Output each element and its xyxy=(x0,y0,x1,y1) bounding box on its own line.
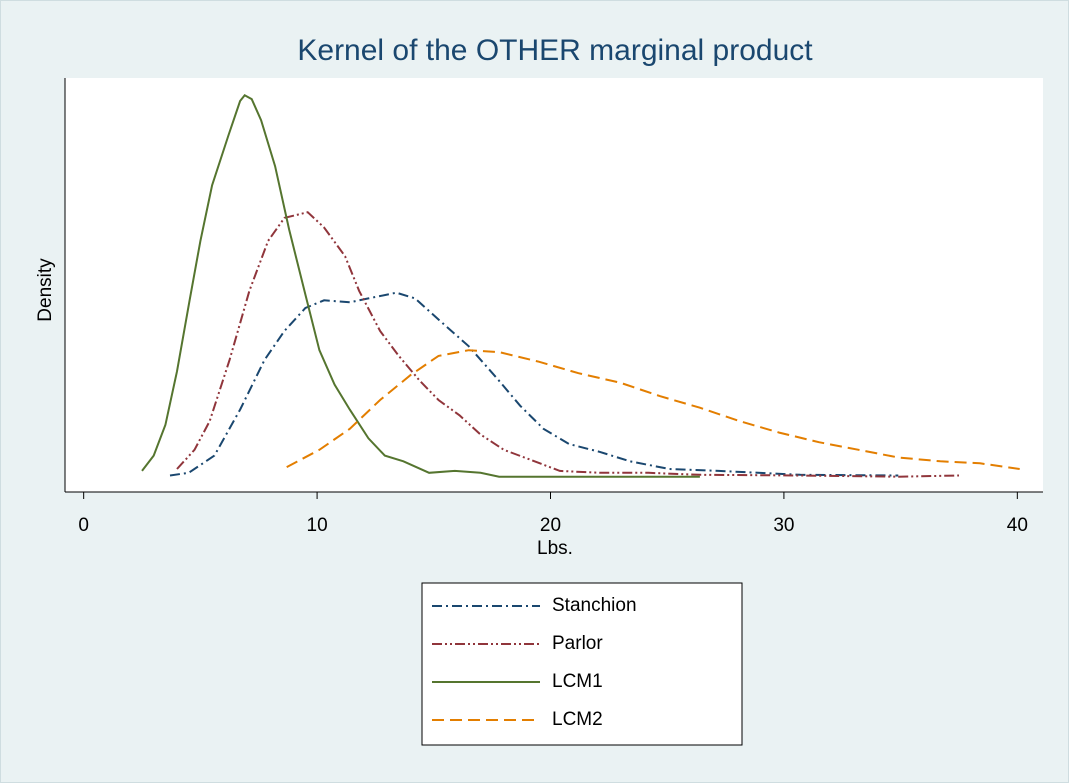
x-tick-label: 10 xyxy=(307,515,328,536)
line-series xyxy=(141,94,700,478)
line-series xyxy=(169,291,899,477)
plot-area xyxy=(65,78,1043,492)
legend-label: Parlor xyxy=(552,633,603,654)
x-tick-label: 40 xyxy=(1007,515,1028,536)
x-tick-label: 30 xyxy=(773,515,794,536)
line-series xyxy=(176,211,960,478)
legend-label: LCM2 xyxy=(552,709,603,730)
legend xyxy=(421,582,743,746)
y-axis-label: Density xyxy=(35,258,56,322)
chart-title: Kernel of the OTHER marginal product xyxy=(297,34,813,67)
legend-label: LCM1 xyxy=(552,671,603,692)
x-tick-label: 0 xyxy=(78,515,89,536)
legend-label: Stanchion xyxy=(552,595,637,616)
x-axis-label: Lbs. xyxy=(537,538,573,559)
line-series xyxy=(286,349,1020,470)
x-tick-label: 20 xyxy=(540,515,561,536)
